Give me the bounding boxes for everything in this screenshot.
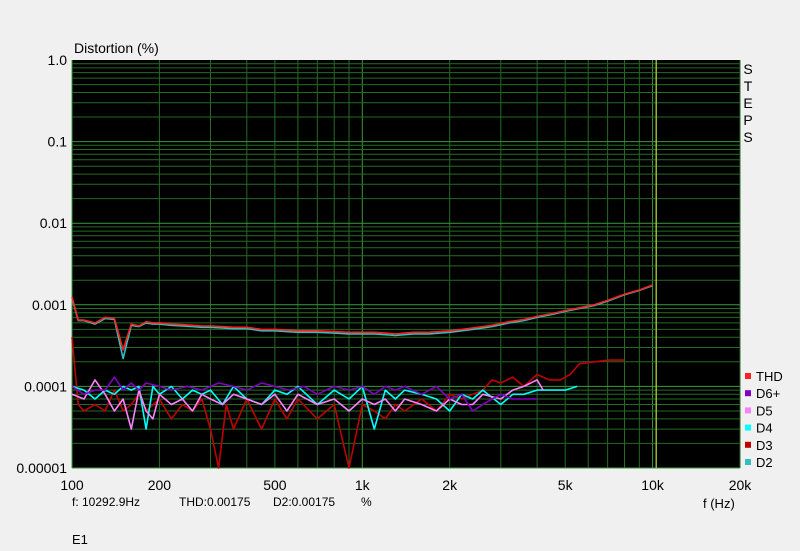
series-line-d6 bbox=[71, 376, 538, 412]
steps-letter: P bbox=[743, 112, 752, 128]
status-thd: THD:0.00175 bbox=[179, 495, 251, 509]
x-tick-label: 20k bbox=[729, 477, 753, 493]
legend-label: D5 bbox=[756, 403, 773, 418]
legend: THD D6+ D5 D4 D3 D2 bbox=[745, 369, 783, 470]
y-tick-label: 0.0001 bbox=[24, 378, 67, 394]
steps-letter: E bbox=[743, 95, 752, 111]
footer-label: E1 bbox=[72, 532, 88, 547]
steps-letter: S bbox=[743, 61, 752, 77]
status-frequency: f: 10292.9Hz bbox=[72, 495, 141, 509]
legend-label: THD bbox=[756, 369, 783, 384]
steps-letter: T bbox=[744, 78, 753, 94]
status-unit: % bbox=[361, 495, 372, 509]
x-tick-label: 10k bbox=[641, 477, 665, 493]
legend-swatch bbox=[745, 373, 751, 379]
legend-swatch bbox=[745, 407, 751, 414]
x-tick-label: 100 bbox=[60, 477, 84, 493]
legend-swatch bbox=[745, 459, 751, 465]
status-d2: D2:0.00175 bbox=[273, 495, 336, 509]
legend-swatch bbox=[745, 441, 751, 448]
series-line-d5 bbox=[71, 379, 544, 430]
legend-swatch bbox=[745, 424, 751, 431]
legend-label: D4 bbox=[756, 421, 773, 436]
y-tick-label: 1.0 bbox=[48, 52, 68, 68]
grid bbox=[71, 60, 741, 469]
y-axis-label: Distortion (%) bbox=[74, 40, 159, 56]
y-tick-label: 0.1 bbox=[48, 134, 68, 150]
legend-label: D3 bbox=[756, 438, 773, 453]
x-tick-label: 2k bbox=[442, 477, 458, 493]
legend-label: D6+ bbox=[756, 386, 780, 401]
y-tick-label: 0.001 bbox=[32, 297, 67, 313]
x-tick-label: 5k bbox=[558, 477, 574, 493]
steps-letter: S bbox=[743, 129, 752, 145]
y-tick-labels: 1.0 0.1 0.01 0.001 0.0001 0.00001 bbox=[16, 52, 67, 476]
x-tick-labels: 100 200 500 1k 2k 5k 10k 20k bbox=[60, 477, 752, 493]
x-tick-label: 500 bbox=[263, 477, 287, 493]
legend-swatch bbox=[745, 390, 751, 397]
legend-label: D2 bbox=[756, 455, 773, 470]
y-tick-label: 0.01 bbox=[40, 215, 67, 231]
x-tick-label: 200 bbox=[148, 477, 172, 493]
series-line-thd bbox=[71, 284, 653, 351]
y-tick-label: 0.00001 bbox=[16, 460, 67, 476]
x-axis-label: f (Hz) bbox=[703, 496, 735, 511]
x-tick-label: 1k bbox=[355, 477, 371, 493]
series-group bbox=[71, 284, 653, 469]
